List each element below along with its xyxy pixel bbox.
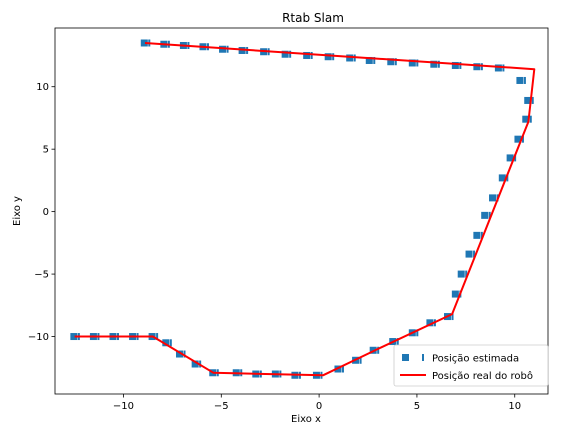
y-tick-label: −5 (34, 270, 49, 281)
y-tick-label: −10 (28, 332, 49, 343)
estimated-point (458, 271, 468, 278)
chart-title: Rtab Slam (282, 11, 344, 25)
legend-marker-estimated-dash (422, 354, 424, 361)
x-tick-label: 5 (414, 401, 420, 412)
x-tick-label: −10 (113, 401, 134, 412)
x-tick-label: −5 (214, 401, 229, 412)
y-tick-label: 10 (36, 82, 49, 93)
legend: Posição estimada Posição real do robô (394, 345, 548, 386)
estimated-point (516, 77, 526, 84)
estimated-point (524, 97, 534, 104)
estimated-point (522, 116, 532, 123)
legend-label-estimated: Posição estimada (432, 354, 519, 365)
legend-label-real: Posição real do robô (432, 370, 533, 382)
y-axis-label: Eixo y (12, 196, 23, 226)
y-tick-label: 0 (43, 207, 49, 218)
y-tick-label: 5 (43, 145, 49, 156)
estimated-point (466, 251, 476, 258)
x-axis-label: Eixo x (291, 414, 321, 425)
legend-marker-estimated (402, 354, 409, 361)
x-tick-label: 0 (316, 401, 322, 412)
x-tick-label: 10 (508, 401, 521, 412)
